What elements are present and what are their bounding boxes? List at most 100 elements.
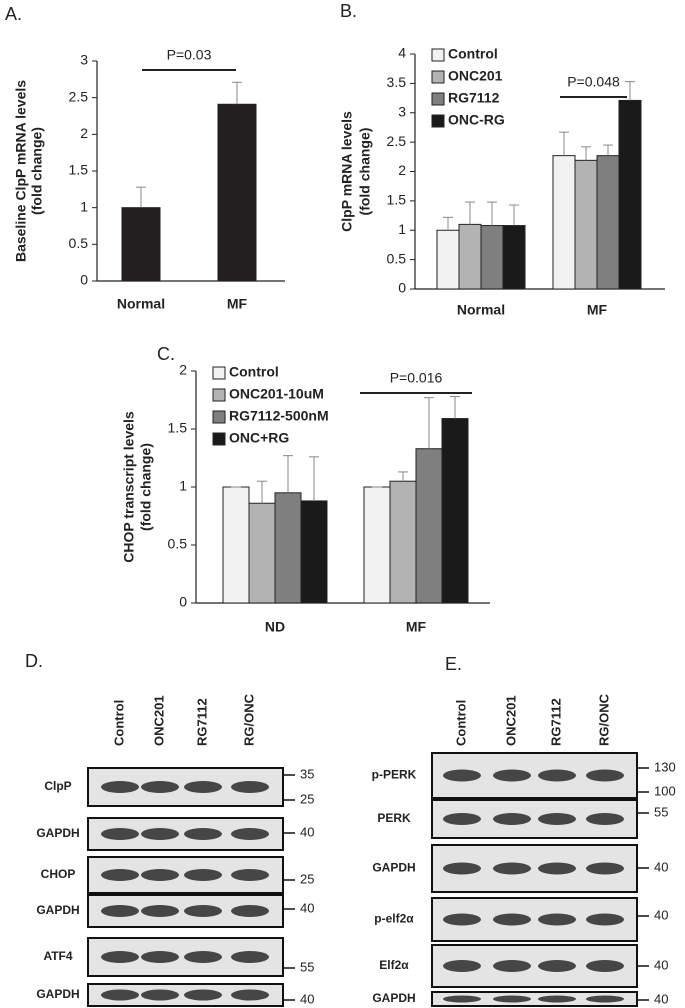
row-label: Elf2α [379,958,409,972]
band [101,951,139,963]
y-axis-label: ClpP mRNA levels [339,111,355,232]
band [586,960,624,972]
row-label: ATF4 [43,949,72,963]
y-tick-label: 0.5 [387,250,407,266]
bar [222,486,250,604]
band [141,828,179,840]
annotation: P=0.048 [567,74,620,90]
y-tick-label: 3.5 [387,74,407,90]
y-tick-label: 2 [80,125,88,141]
band [586,862,624,875]
band [586,913,624,926]
y-axis-label: (fold change) [29,127,45,215]
bar [436,229,460,290]
y-tick-label: 0.5 [69,235,89,251]
band [184,989,222,1001]
band [538,769,576,782]
bar [121,207,161,282]
marker-label: 25 [300,871,314,886]
panel-label: B. [340,1,357,21]
marker-label: 40 [654,907,668,922]
error-bar [603,144,613,156]
error-bar [487,201,497,226]
band [141,781,179,793]
band [493,769,531,782]
legend-swatch [431,48,445,62]
band [231,781,269,793]
bar [389,480,417,604]
legend-label: ONC201 [448,68,503,84]
bar [502,225,526,290]
legend-label: RG7112 [448,90,500,106]
marker-label: 40 [300,900,314,915]
bar [596,155,620,290]
error-bar [450,396,460,419]
annotation: P=0.03 [167,47,212,63]
x-tick-label: ND [265,619,285,635]
band [586,995,624,1003]
legend-swatch [212,366,226,380]
band [538,813,576,825]
row-label: p-elf2α [374,912,414,926]
y-tick-label: 0 [179,594,187,610]
band [538,960,576,972]
marker-label: 40 [654,957,668,972]
band [538,995,576,1003]
row-label: PERK [377,811,411,825]
legend-swatch [431,70,445,84]
marker-label: 55 [654,804,668,819]
marker-label: 35 [300,766,314,781]
error-bar [309,456,319,501]
row-label: CHOP [41,867,76,881]
legend-swatch [212,388,226,402]
bar [574,159,598,290]
y-tick-label: 2.5 [387,133,407,149]
band [141,905,179,917]
y-tick-label: 1 [80,198,88,214]
row-label: GAPDH [372,991,415,1005]
marker-label: 25 [300,791,314,806]
y-tick-label: 2 [398,162,406,178]
legend-label: ONC201-10uM [229,386,324,402]
lane-label: ONC201 [151,695,166,746]
marker-label: 55 [300,959,314,974]
band [586,769,624,782]
error-bar [465,201,475,225]
error-bar [559,131,569,156]
error-bar [443,216,453,231]
bar [217,103,257,282]
bar [248,502,276,604]
marker-label: 40 [300,824,314,839]
error-bar [398,471,408,482]
y-tick-label: 1.5 [387,192,407,208]
legend-swatch [212,432,226,446]
y-tick-label: 2.5 [69,88,89,104]
lane-label: ONC201 [503,695,518,746]
lane-label: RG7112 [194,698,209,746]
lane-label: RG/ONC [241,693,256,746]
band [184,905,222,917]
y-tick-label: 1.5 [168,420,188,436]
band [101,781,139,793]
band [443,995,481,1003]
band [141,989,179,1001]
legend-label: ONC+RG [229,430,289,446]
band [231,869,269,881]
band [184,828,222,840]
band [443,769,481,782]
marker-label: 100 [654,783,676,798]
band [493,960,531,972]
band [101,869,139,881]
panel-label: A. [5,4,22,24]
y-tick-label: 3 [398,103,406,119]
band [141,951,179,963]
band [184,781,222,793]
panel-label: E. [445,654,462,674]
blot-frame [431,991,638,1007]
marker-label: 130 [654,759,676,774]
bar [480,225,504,290]
band [231,828,269,840]
annotation: P=0.016 [390,370,443,386]
y-axis-label: (fold change) [138,443,154,531]
band [184,951,222,963]
